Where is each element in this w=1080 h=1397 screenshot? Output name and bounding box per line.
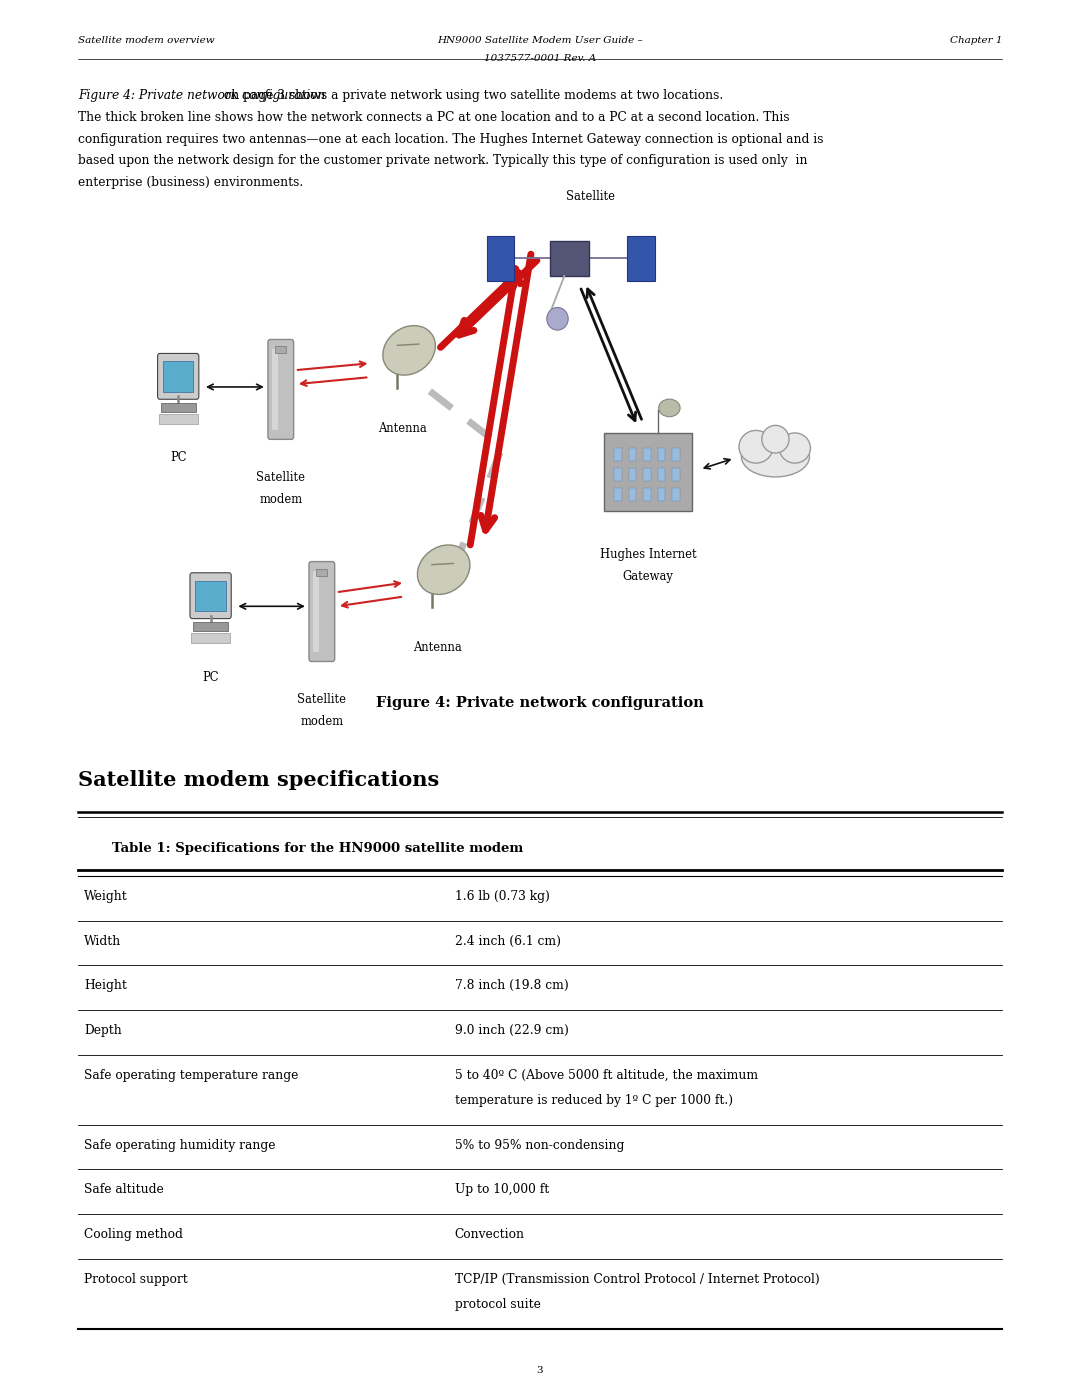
Text: PC: PC	[170, 451, 187, 464]
Text: Up to 10,000 ft: Up to 10,000 ft	[455, 1183, 549, 1196]
Text: Safe operating humidity range: Safe operating humidity range	[84, 1139, 275, 1151]
Text: configuration requires two antennas—one at each location. The Hughes Internet Ga: configuration requires two antennas—one …	[78, 133, 823, 145]
Bar	[644, 468, 651, 481]
Bar	[658, 468, 665, 481]
Text: Satellite: Satellite	[566, 190, 616, 203]
Text: 3: 3	[537, 1366, 543, 1375]
Bar	[672, 448, 680, 461]
Ellipse shape	[780, 433, 810, 462]
Text: PC: PC	[202, 671, 219, 683]
Bar	[629, 468, 636, 481]
Bar	[313, 571, 320, 651]
Bar	[550, 240, 589, 277]
Bar	[658, 489, 665, 502]
Text: 7.8 inch (19.8 cm): 7.8 inch (19.8 cm)	[455, 979, 568, 992]
Ellipse shape	[659, 400, 680, 416]
Text: modem: modem	[259, 493, 302, 506]
Bar	[605, 433, 692, 511]
Text: Figure 4: Private network configuration: Figure 4: Private network configuration	[78, 89, 325, 102]
Bar	[672, 468, 680, 481]
Bar	[644, 448, 651, 461]
Ellipse shape	[546, 307, 568, 330]
FancyBboxPatch shape	[158, 353, 199, 400]
Text: Satellite: Satellite	[256, 471, 306, 483]
Bar	[272, 349, 278, 430]
Bar	[613, 448, 622, 461]
Bar	[193, 622, 228, 631]
Text: Internet: Internet	[752, 454, 799, 468]
Bar	[195, 581, 226, 610]
Text: 1.6 lb (0.73 kg): 1.6 lb (0.73 kg)	[455, 890, 550, 902]
Text: Hughes Internet: Hughes Internet	[599, 548, 697, 560]
Text: Antenna: Antenna	[378, 422, 428, 434]
Bar	[658, 448, 665, 461]
Text: Weight: Weight	[84, 890, 129, 902]
Ellipse shape	[739, 430, 773, 464]
Bar	[613, 468, 622, 481]
Text: HN9000 Satellite Modem User Guide –: HN9000 Satellite Modem User Guide –	[437, 35, 643, 45]
Text: Width: Width	[84, 935, 121, 947]
Bar	[159, 414, 198, 425]
Text: Satellite modem specifications: Satellite modem specifications	[78, 770, 438, 789]
FancyBboxPatch shape	[309, 562, 335, 662]
Text: 5% to 95% non-condensing: 5% to 95% non-condensing	[455, 1139, 624, 1151]
Text: 2.4 inch (6.1 cm): 2.4 inch (6.1 cm)	[455, 935, 561, 947]
Text: Cooling method: Cooling method	[84, 1228, 184, 1241]
Text: Depth: Depth	[84, 1024, 122, 1037]
Bar	[316, 569, 327, 576]
FancyBboxPatch shape	[268, 339, 294, 439]
Text: Table 1: Specifications for the HN9000 satellite modem: Table 1: Specifications for the HN9000 s…	[112, 842, 524, 855]
Bar	[672, 489, 680, 502]
Bar	[613, 489, 622, 502]
Text: 1037577-0001 Rev. A: 1037577-0001 Rev. A	[484, 54, 596, 63]
Text: TCP/IP (Transmission Control Protocol / Internet Protocol): TCP/IP (Transmission Control Protocol / …	[455, 1273, 820, 1285]
Bar	[161, 402, 195, 412]
Bar	[627, 236, 654, 281]
Ellipse shape	[741, 437, 810, 476]
Text: Chapter 1: Chapter 1	[949, 35, 1002, 45]
Text: Convection: Convection	[455, 1228, 525, 1241]
Text: The thick broken line shows how the network connects a PC at one location and to: The thick broken line shows how the netw…	[78, 110, 789, 124]
Text: Safe operating temperature range: Safe operating temperature range	[84, 1069, 298, 1081]
FancyBboxPatch shape	[190, 573, 231, 619]
Text: Safe altitude: Safe altitude	[84, 1183, 164, 1196]
Text: Antenna: Antenna	[413, 641, 462, 654]
Bar	[163, 362, 193, 391]
Text: Gateway: Gateway	[622, 570, 674, 583]
Text: based upon the network design for the customer private network. Typically this t: based upon the network design for the cu…	[78, 154, 807, 168]
Text: 5 to 40º C (Above 5000 ft altitude, the maximum: 5 to 40º C (Above 5000 ft altitude, the …	[455, 1069, 758, 1081]
Text: Protocol support: Protocol support	[84, 1273, 188, 1285]
Ellipse shape	[761, 425, 789, 453]
Bar	[644, 489, 651, 502]
Bar	[486, 236, 514, 281]
Text: Height: Height	[84, 979, 127, 992]
Ellipse shape	[382, 326, 435, 376]
Bar	[191, 633, 230, 644]
Bar	[629, 448, 636, 461]
Text: temperature is reduced by 1º C per 1000 ft.): temperature is reduced by 1º C per 1000 …	[455, 1094, 733, 1106]
Text: Satellite: Satellite	[297, 693, 347, 705]
Text: Satellite modem overview: Satellite modem overview	[78, 35, 215, 45]
Bar	[629, 489, 636, 502]
Text: Figure 4: Private network configuration: Figure 4: Private network configuration	[376, 696, 704, 710]
Text: modem: modem	[300, 715, 343, 728]
Text: protocol suite: protocol suite	[455, 1298, 541, 1310]
Bar	[275, 346, 286, 353]
Ellipse shape	[417, 545, 470, 595]
Text: enterprise (business) environments.: enterprise (business) environments.	[78, 176, 303, 189]
Text: on page 3 shows a private network using two satellite modems at two locations.: on page 3 shows a private network using …	[220, 89, 724, 102]
Text: 9.0 inch (22.9 cm): 9.0 inch (22.9 cm)	[455, 1024, 568, 1037]
